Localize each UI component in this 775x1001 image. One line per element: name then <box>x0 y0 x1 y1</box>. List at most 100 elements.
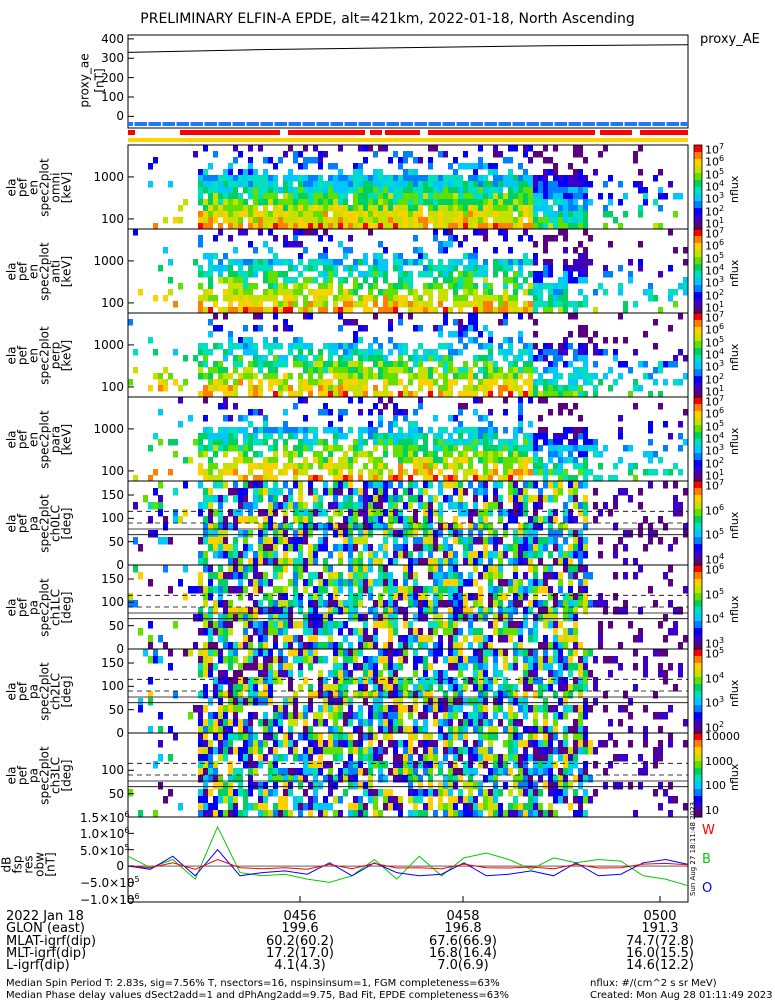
energy-panel-0-cell <box>353 205 358 212</box>
energy-panel-0-cell <box>238 193 243 200</box>
pitch-panel-0-cell <box>438 558 443 566</box>
energy-panel-1-cell <box>438 283 443 290</box>
pitch-panel-0-cell <box>273 551 278 559</box>
energy-panel-3-cell <box>283 445 288 452</box>
energy-panel-2-cell <box>383 367 388 374</box>
pitch-panel-2-cell <box>388 649 393 657</box>
pitch-panel-1-cell <box>223 572 228 580</box>
energy-panel-3-cell <box>393 403 398 410</box>
energy-panel-3-cell <box>408 427 413 434</box>
pitch-panel-1-cell <box>218 621 223 629</box>
pitch-panel-1-cell <box>288 642 293 650</box>
energy-panel-2-cell <box>463 331 468 338</box>
energy-panel-3-cell <box>388 439 393 446</box>
pitch-panel-1-cell <box>613 593 618 601</box>
energy-panel-3-cell <box>543 439 548 446</box>
energy-panel-0-cell <box>478 145 483 152</box>
pitch-panel-2-cell <box>448 656 453 664</box>
pitch-panel-2-cell <box>348 677 353 685</box>
pitch-panel-2-cell <box>333 670 338 678</box>
energy-panel-3-cell <box>413 421 418 428</box>
energy-panel-0-cell <box>443 175 448 182</box>
energy-panel-1-cell <box>198 271 203 278</box>
pitch-panel-1-cell <box>393 628 398 636</box>
energy-panel-2-cell <box>478 355 483 362</box>
pitch-panel-2-cell <box>288 670 293 678</box>
energy-panel-0-cell <box>258 217 263 224</box>
energy-panel-2-cell <box>478 343 483 350</box>
pitch-panel-1-cell <box>583 579 588 587</box>
energy-panel-2-cell <box>208 367 213 374</box>
energy-panel-2-cell <box>593 373 598 380</box>
pitch-panel-0-cell <box>248 544 253 552</box>
pitch-panel-2-cell <box>268 670 273 678</box>
energy-panel-2-cell <box>478 331 483 338</box>
energy-panel-1-cell <box>683 259 688 266</box>
pitch-panel-0-cell <box>333 495 338 503</box>
energy-panel-3-cell <box>308 463 313 470</box>
pitch-panel-1-cell <box>433 621 438 629</box>
energy-panel-0-cell <box>263 187 268 194</box>
pitch-panel-1-cell <box>628 621 633 629</box>
pitch-panel-2-cell <box>238 663 243 671</box>
energy-panel-1-cell <box>583 259 588 266</box>
pitch-panel-2-cell <box>453 684 458 692</box>
pitch-panel-0-cell <box>158 509 163 517</box>
pitch-panel-1-cell <box>493 565 498 573</box>
energy-panel-1-cell <box>243 229 248 236</box>
energy-panel-2-cell <box>263 337 268 344</box>
energy-panel-0-cell <box>578 145 583 152</box>
energy-panel-3-cell <box>208 427 213 434</box>
pitch-panel-0-cell <box>558 551 563 559</box>
pitch-panel-0-cell <box>443 495 448 503</box>
energy-panel-1-cell <box>333 259 338 266</box>
energy-panel-0-cell <box>213 181 218 188</box>
pitch-panel-1-cell <box>303 614 308 622</box>
energy-panel-3-cell <box>583 463 588 470</box>
pitch-panel-1-cell <box>488 572 493 580</box>
pitch-panel-2-cell <box>263 677 268 685</box>
energy-panel-0-cell <box>313 205 318 212</box>
energy-panel-0-cell <box>323 187 328 194</box>
status-bar-gap <box>553 122 555 126</box>
pitch-panel-2-cell <box>248 684 253 692</box>
energy-panel-0-cell <box>528 205 533 212</box>
pitch-panel-1-cell <box>678 642 683 650</box>
pitch-panel-2-cell <box>438 726 443 734</box>
energy-panel-2-cell <box>313 355 318 362</box>
energy-panel-0-cell <box>528 145 533 152</box>
pitch-panel-1-cell <box>448 614 453 622</box>
energy-panel-3-cell <box>433 457 438 464</box>
pitch-panel-0-cell <box>243 551 248 559</box>
energy-panel-1-cell <box>263 295 268 302</box>
energy-panel-0-cell <box>503 199 508 206</box>
pitch-panel-1-cell <box>338 579 343 587</box>
energy-panel-1-cell <box>238 229 243 236</box>
energy-panel-1-cell <box>323 247 328 254</box>
energy-panel-0-cell <box>488 205 493 212</box>
pitch-panel-2-cell <box>333 656 338 664</box>
energy-panel-1-cell <box>503 259 508 266</box>
status-bar-gap <box>189 122 191 126</box>
energy-panel-1-cell <box>353 277 358 284</box>
energy-panel-3-cell <box>243 427 248 434</box>
energy-panel-3-cell <box>363 439 368 446</box>
energy-panel-3-cell <box>418 445 423 452</box>
energy-panel-0-cell <box>213 199 218 206</box>
energy-panel-3-cell <box>258 451 263 458</box>
status-bar-gap <box>343 122 345 126</box>
pitch-panel-2-cell <box>208 719 213 727</box>
energy-panel-2-cell <box>488 331 493 338</box>
pitch-panel-0-cell <box>563 551 568 559</box>
pitch-panel-2-cell <box>493 663 498 671</box>
energy-panel-0-cell <box>273 199 278 206</box>
energy-panel-3-cell <box>583 469 588 476</box>
pitch-panel-0-cbar-seg <box>694 530 702 538</box>
energy-panel-2-cell <box>468 379 473 386</box>
pitch-panel-0-cell <box>213 551 218 559</box>
pitch-panel-1-cell <box>408 600 413 608</box>
energy-panel-3-cell <box>463 427 468 434</box>
pitch-panel-1-cell <box>213 642 218 650</box>
energy-panel-2-cell <box>338 313 343 320</box>
energy-panel-1-cell <box>653 295 658 302</box>
